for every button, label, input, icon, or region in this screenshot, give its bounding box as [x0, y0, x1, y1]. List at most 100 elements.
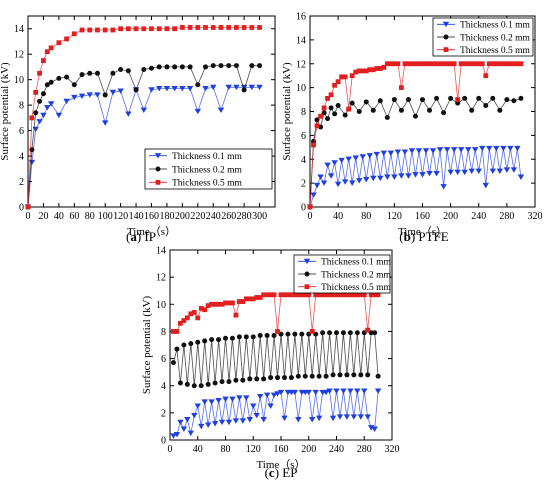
x-tick-label: 240 [206, 211, 221, 222]
data-point [212, 380, 218, 386]
data-point [233, 312, 239, 318]
data-point [37, 70, 42, 76]
data-point [257, 295, 263, 300]
data-point [358, 372, 364, 378]
data-point [40, 91, 46, 97]
data-point [218, 63, 224, 69]
data-point [285, 292, 291, 298]
data-point [365, 372, 371, 378]
data-point [264, 292, 270, 298]
data-point [188, 311, 194, 317]
data-point [323, 373, 329, 379]
data-point [40, 112, 47, 119]
data-point [345, 156, 352, 163]
data-point [479, 145, 486, 152]
data-point [194, 108, 202, 115]
x-tick-label: 200 [443, 211, 458, 222]
x-tick-label: 160 [274, 444, 289, 455]
data-point [330, 292, 336, 298]
y-tick-label: 0 [161, 436, 166, 447]
data-point [148, 87, 155, 93]
data-point [351, 292, 357, 298]
data-point [247, 376, 253, 382]
data-point [87, 27, 93, 33]
data-point [203, 64, 209, 70]
data-point [225, 84, 232, 91]
data-point [320, 292, 326, 298]
data-point [334, 292, 339, 298]
data-point [56, 40, 62, 46]
data-point [202, 307, 208, 313]
data-point [468, 168, 475, 174]
data-point [365, 327, 371, 333]
data-point [37, 98, 43, 104]
series-2 [307, 61, 524, 210]
data-point [457, 147, 465, 153]
data-point [195, 339, 201, 345]
data-point [86, 92, 93, 98]
data-point [364, 414, 371, 420]
y-tick-label: 0 [301, 203, 306, 214]
data-point [195, 25, 201, 30]
data-point [479, 61, 485, 67]
data-point [420, 97, 425, 103]
data-point [310, 192, 317, 198]
data-point [79, 72, 85, 78]
x-tick-label: 40 [333, 211, 343, 222]
data-point [423, 61, 429, 67]
chart-ip: 0 20 40 60 80 100 120 140 160 180 200 220 240 260 280 3… [0, 15, 276, 244]
x-axis-label: Time（s） [127, 225, 176, 238]
x-axis-label: Time（s） [256, 458, 305, 471]
data-point [226, 25, 232, 30]
data-point [198, 423, 205, 430]
data-point [500, 61, 506, 67]
data-point [216, 301, 221, 307]
data-point [223, 335, 228, 341]
x-tick-label: 0 [308, 211, 313, 222]
y-tick-label: 6 [301, 131, 306, 142]
data-point [408, 148, 416, 154]
series-line [309, 63, 521, 208]
data-point [469, 61, 475, 67]
data-point [306, 292, 312, 298]
data-point [125, 68, 131, 74]
data-point [317, 174, 324, 180]
data-point [375, 292, 381, 298]
data-point [412, 113, 418, 119]
data-point [170, 433, 177, 439]
x-tick-label: 120 [246, 444, 261, 455]
legend-label: Thickness 0.5 mm [172, 179, 243, 189]
data-point [341, 179, 349, 185]
data-point [191, 383, 197, 389]
legend-label: Thickness 0.2 mm [460, 33, 531, 43]
x-tick-label: 220 [190, 211, 205, 222]
data-point [209, 337, 215, 343]
data-point [353, 69, 359, 75]
data-point [349, 73, 355, 79]
data-point [248, 84, 256, 91]
data-point [56, 75, 62, 81]
data-point [257, 25, 262, 30]
data-point [102, 92, 108, 98]
panel-caption: (b) PTFE [399, 229, 449, 244]
data-point [47, 101, 55, 107]
data-point [239, 418, 247, 424]
legend-label: Thickness 0.2 mm [321, 270, 392, 280]
data-point [25, 204, 31, 210]
data-point [101, 120, 109, 126]
data-point [141, 26, 147, 32]
data-point [241, 87, 247, 93]
legend-marker [304, 284, 310, 290]
data-point [292, 292, 298, 298]
data-point [243, 296, 249, 302]
data-point [326, 388, 333, 394]
data-point [454, 169, 461, 176]
data-point [41, 58, 46, 63]
data-point [370, 67, 376, 73]
data-point [325, 95, 330, 101]
data-point [289, 292, 294, 298]
data-point [450, 147, 458, 153]
x-tick-label: 260 [221, 211, 236, 222]
series-line [309, 148, 522, 208]
data-point [64, 74, 70, 80]
